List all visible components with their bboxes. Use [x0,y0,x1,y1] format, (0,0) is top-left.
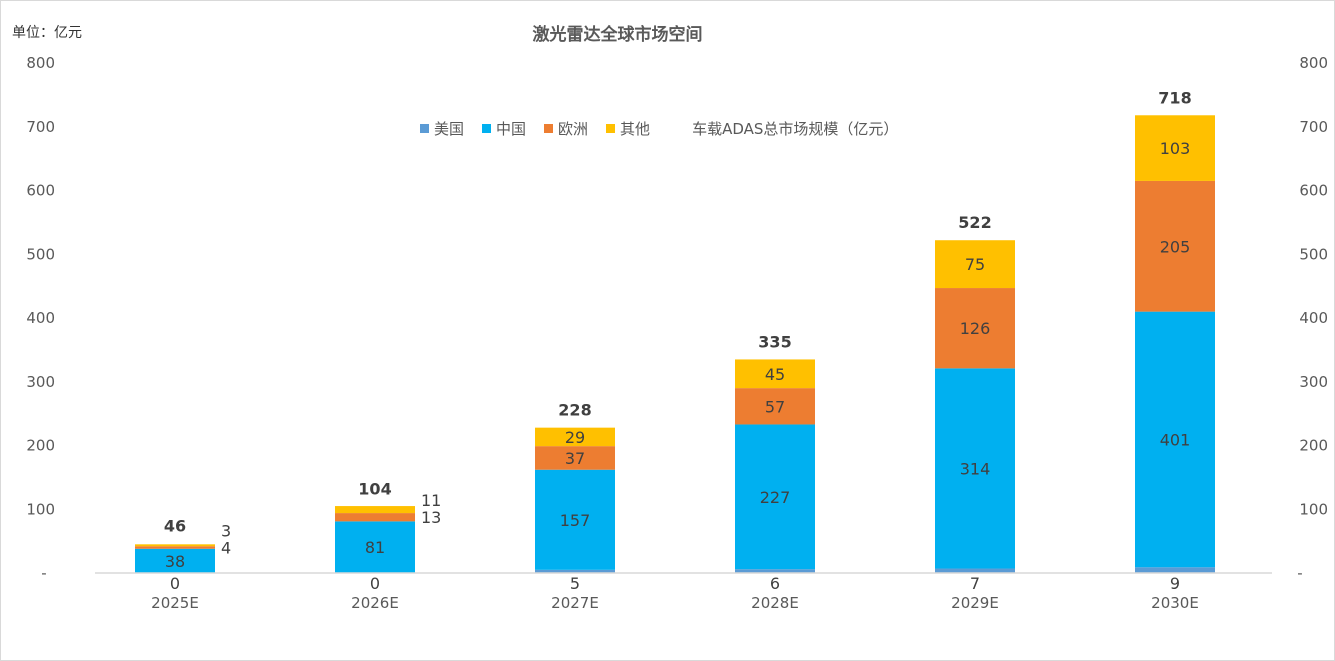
data-label: 45 [765,365,785,384]
y-tick-label-left: 100 [26,500,55,518]
y-tick-label-left: 700 [26,118,55,136]
total-label: 46 [164,517,186,536]
bar-segment [735,569,815,573]
legend: 美国 中国 欧洲 其他 车载ADAS总市场规模（亿元） [420,118,916,139]
y-tick-label-left: 200 [26,437,55,455]
bar-segment [735,424,815,570]
data-label: 314 [960,459,991,478]
data-label: 29 [565,428,585,447]
legend-label: 其他 [620,120,651,138]
legend-label: 车载ADAS总市场规模（亿元） [692,120,899,138]
legend-label: 欧洲 [558,120,589,138]
bar-segment [1135,180,1215,312]
bar-segment [735,359,815,389]
x-tick-label: 2026E [351,594,399,612]
bar-segment [135,546,215,549]
y-tick-label-right: 500 [1299,245,1328,263]
legend-swatch [606,124,616,133]
data-label: 0 [370,574,380,593]
y-tick-label-right: 700 [1299,118,1328,136]
data-label: 11 [421,491,441,510]
unit-label: 单位：亿元 [12,25,82,41]
bar-segment [135,544,215,547]
data-label: 205 [1160,237,1191,256]
bar-segment [535,427,615,447]
data-label: 13 [421,508,441,527]
x-tick-label: 2025E [151,594,199,612]
y-tick-label-right: 400 [1299,309,1328,327]
y-tick-label-right: - [1297,564,1302,582]
total-label: 335 [758,332,791,351]
total-label: 718 [1158,88,1191,107]
legend-item-europe: 欧洲 [544,118,588,139]
data-label: 37 [565,449,585,468]
legend-label: 中国 [496,120,527,138]
bar-segment [535,469,615,570]
bar-segment [1135,311,1215,568]
x-tick-label: 2027E [551,594,599,612]
chart-title: 激光雷达全球市场空间 [532,25,703,45]
legend-label: 美国 [434,120,465,138]
data-label: 9 [1170,574,1180,593]
data-label: 7 [970,574,980,593]
total-label: 522 [958,213,991,232]
y-tick-label-left: 500 [26,245,55,263]
bar-segment [935,568,1015,573]
bar-segment [135,548,215,573]
data-label: 227 [760,488,791,507]
legend-item-other: 其他 [606,118,650,139]
y-tick-label-right: 600 [1299,182,1328,200]
bar-segment [935,240,1015,289]
y-tick-label-left: 600 [26,182,55,200]
y-tick-label-right: 200 [1299,437,1328,455]
legend-swatch [544,124,554,133]
data-label: 5 [570,574,580,593]
bar-segment [335,521,415,573]
data-label: 6 [770,574,780,593]
y-tick-label-right: 800 [1299,54,1328,72]
bar-segment [335,513,415,522]
data-label: 38 [165,552,185,571]
y-tick-label-left: 800 [26,54,55,72]
bar-segment [535,569,615,573]
bar-segment [935,288,1015,369]
data-label: 157 [560,511,591,530]
data-label: 401 [1160,430,1191,449]
bar-segment [335,506,415,514]
data-label: 81 [365,538,385,557]
bar-segment [535,446,615,470]
data-label: 126 [960,319,991,338]
data-label: 75 [965,255,985,274]
data-label: 3 [221,522,231,541]
y-tick-label-left: 300 [26,373,55,391]
legend-swatch [420,124,429,133]
bar-segment [935,368,1015,569]
y-tick-label-right: 100 [1299,500,1328,518]
legend-swatch [482,124,492,133]
total-label: 228 [558,401,591,420]
data-label: 57 [765,397,785,416]
x-tick-label: 2028E [751,594,799,612]
bar-segment [735,388,815,425]
total-label: 104 [358,480,391,499]
y-tick-label-right: 300 [1299,373,1328,391]
legend-item-us: 美国 [420,118,464,139]
y-tick-label-left: - [41,564,46,582]
y-tick-label-left: 400 [26,309,55,327]
data-label: 103 [1160,139,1191,158]
x-tick-label: 2030E [1151,594,1199,612]
data-label: 4 [221,539,231,558]
legend-item-total: 车载ADAS总市场规模（亿元） [692,118,898,139]
legend-item-china: 中国 [482,118,526,139]
x-tick-label: 2029E [951,594,999,612]
bar-segment [1135,567,1215,573]
bar-segment [1135,115,1215,181]
data-label: 0 [170,574,180,593]
